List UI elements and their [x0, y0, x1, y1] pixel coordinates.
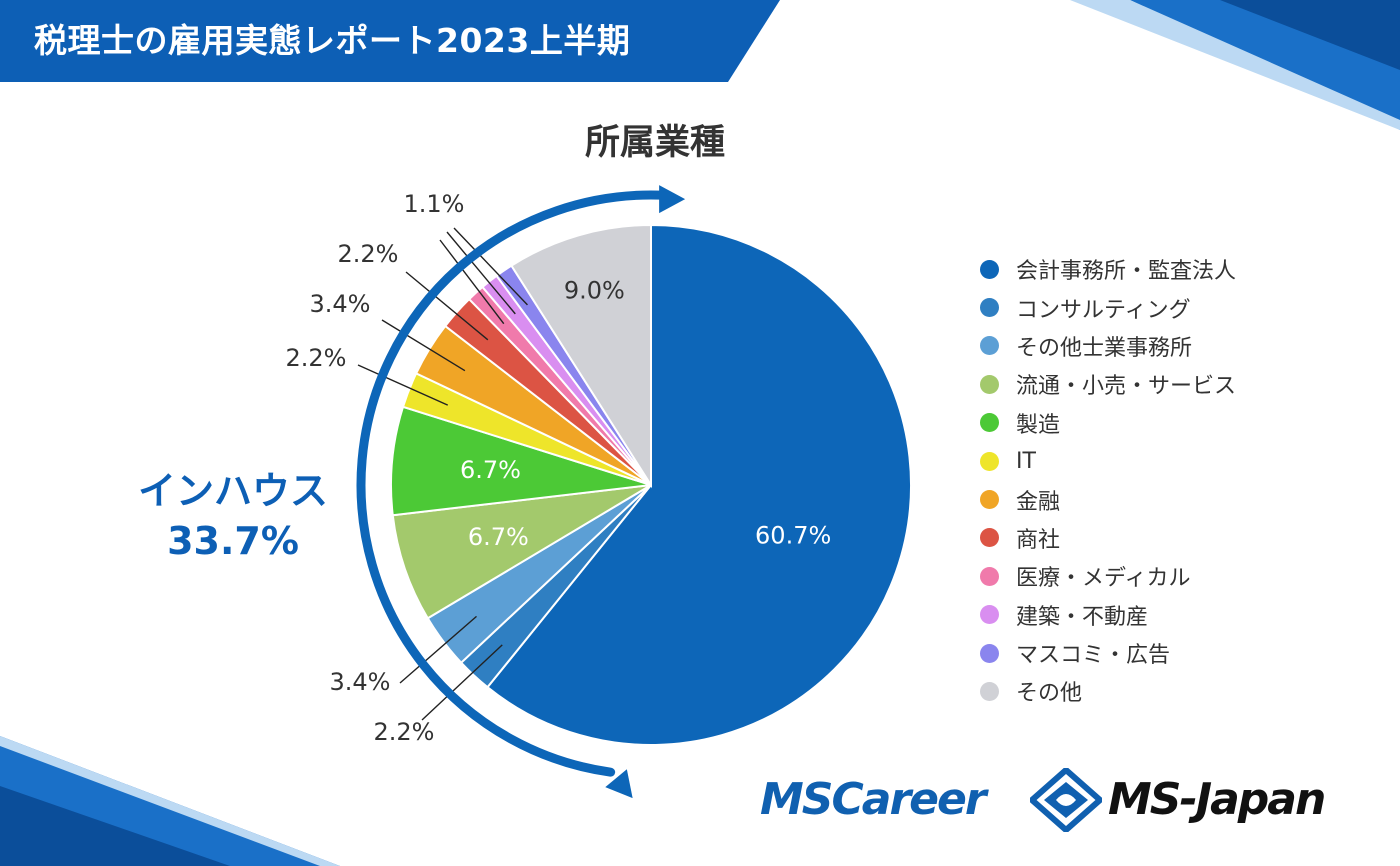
- legend-item: 製造: [980, 404, 1236, 442]
- inhouse-annotation: インハウス 33.7%: [118, 466, 348, 566]
- legend-label: 商社: [1016, 527, 1061, 553]
- data-label-4: 6.7%: [468, 523, 529, 551]
- legend: 会計事務所・監査法人 コンサルティング その他士業事務所流通・小売・サービス 製造 IT…: [980, 250, 1236, 711]
- legend-item: 金融: [980, 480, 1236, 518]
- leader-line-6: [357, 364, 449, 406]
- inhouse-annotation-label: インハウス: [137, 469, 328, 513]
- data-label-8: 2.2%: [338, 240, 399, 268]
- header-banner: [0, 0, 780, 82]
- legend-item: 医療・メディカル: [980, 557, 1236, 595]
- legend-label: 会計事務所・監査法人: [1016, 259, 1237, 285]
- legend-label: コンサルティング: [1016, 297, 1191, 323]
- legend-item: その他士業事務所: [980, 327, 1236, 365]
- legend-swatch: [980, 528, 999, 548]
- leader-line-7: [381, 319, 466, 372]
- legend-label: IT: [1016, 448, 1036, 474]
- data-label-7: 3.4%: [310, 290, 371, 318]
- inhouse-bracket-arc: [356, 190, 666, 777]
- legend-label: マスコミ・広告: [1016, 643, 1171, 669]
- legend-swatch: [980, 490, 999, 510]
- legend-swatch: [980, 259, 999, 279]
- legend-item: コンサルティング: [980, 288, 1236, 326]
- legend-item: 会計事務所・監査法人: [980, 250, 1236, 288]
- legend-item: 流通・小売・サービス: [980, 365, 1236, 403]
- legend-swatch: [980, 605, 999, 625]
- legend-label: その他: [1016, 681, 1083, 707]
- data-label-2: 2.2%: [374, 718, 435, 746]
- data-label-5: 6.7%: [460, 456, 521, 484]
- leader-line-9: [439, 239, 505, 325]
- logo-area: MSCareer MS-Japan: [760, 768, 1360, 832]
- legend-swatch: [980, 681, 999, 701]
- legend-item: その他: [980, 672, 1236, 710]
- legend-label: 金融: [1016, 489, 1061, 515]
- legend-item: 建築・不動産: [980, 596, 1236, 634]
- legend-swatch: [980, 451, 999, 471]
- legend-item: マスコミ・広告: [980, 634, 1236, 672]
- legend-label: その他士業事務所: [1016, 335, 1193, 361]
- leader-line-8: [405, 271, 489, 341]
- pie-slice-12: [510, 223, 652, 489]
- legend-swatch: [980, 336, 999, 356]
- legend-swatch: [980, 413, 999, 433]
- corner-decoration-bottom-left: [0, 736, 340, 866]
- pie-slice-5: [390, 405, 652, 517]
- pie-slice-4: [391, 484, 652, 620]
- data-label-6: 2.2%: [286, 344, 347, 372]
- inhouse-annotation-value: 33.7%: [167, 519, 299, 563]
- data-label-3: 3.4%: [330, 668, 391, 696]
- legend-swatch: [980, 566, 999, 586]
- legend-item: IT: [980, 442, 1236, 480]
- leader-line-3: [399, 615, 477, 684]
- legend-item: 商社: [980, 519, 1236, 557]
- legend-swatch: [980, 374, 999, 394]
- msjapan-logo: MS-Japan: [1108, 774, 1326, 825]
- arc-arrowhead-top-icon: [659, 185, 686, 214]
- chart-title: 所属業種: [584, 123, 725, 163]
- data-label-1: 60.7%: [755, 521, 831, 549]
- legend-swatch: [980, 298, 999, 318]
- leader-line-11: [453, 227, 528, 306]
- data-label-10: 1.1%: [404, 190, 465, 218]
- mscareer-logo: MSCareer: [760, 774, 987, 825]
- corner-decoration-top-right: [1070, 0, 1400, 130]
- page-title: 税理士の雇用実態レポート2023上半期: [34, 21, 631, 60]
- pie-slice-1: [486, 223, 912, 746]
- leader-line-2: [421, 644, 503, 721]
- legend-label: 医療・メディカル: [1016, 566, 1191, 592]
- legend-label: 流通・小売・サービス: [1016, 374, 1237, 400]
- data-label-12: 9.0%: [564, 276, 625, 304]
- legend-swatch: [980, 643, 999, 663]
- ms-japan-mark-icon: [1030, 768, 1102, 832]
- legend-label: 建築・不動産: [1016, 604, 1149, 630]
- leader-line-10: [446, 231, 516, 315]
- arc-arrowhead-bottom-icon: [605, 769, 633, 799]
- legend-label: 製造: [1016, 412, 1061, 438]
